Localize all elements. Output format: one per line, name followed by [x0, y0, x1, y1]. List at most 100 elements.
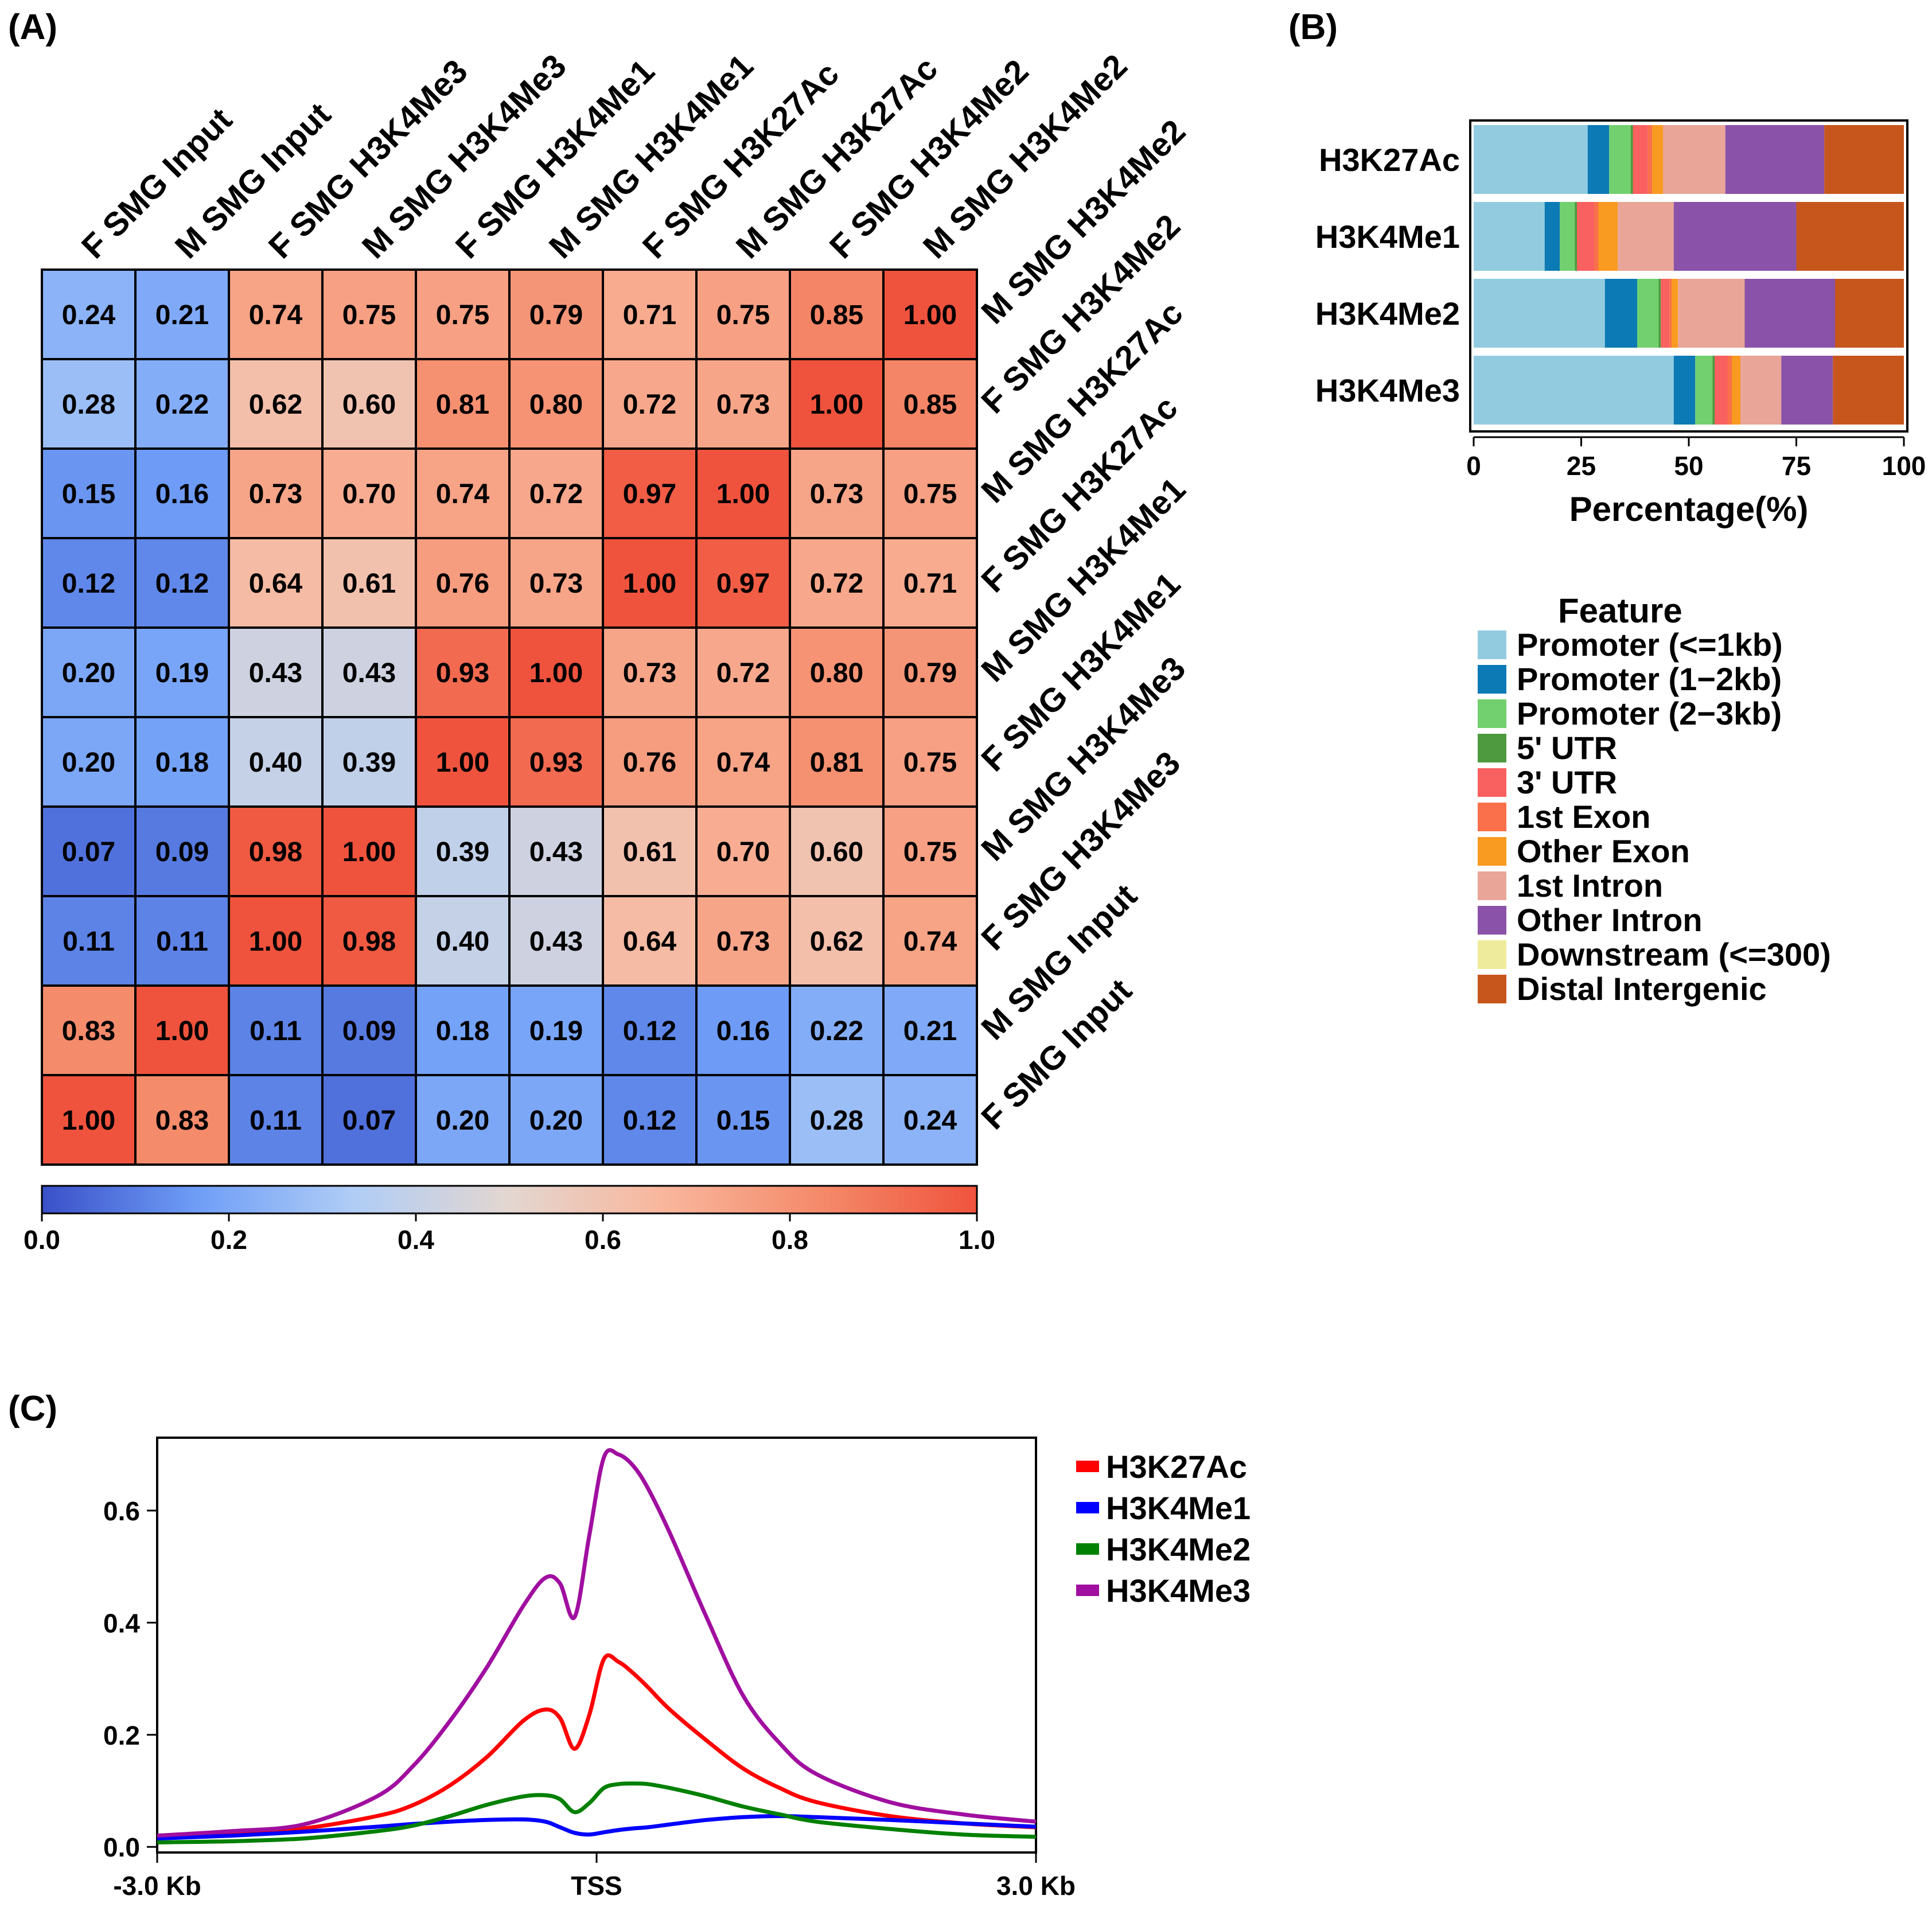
heatmap-cell-value: 0.09	[155, 837, 209, 867]
heatmap-cell	[602, 358, 698, 450]
heatmap-cell	[789, 805, 885, 897]
heatmap-cell	[415, 716, 511, 808]
heatmap-cell	[695, 984, 791, 1076]
colorbar-tick-label: 0.8	[772, 1225, 808, 1255]
heatmap-cell-value: 0.40	[249, 748, 302, 778]
heatmap-cell-value: 0.16	[155, 479, 209, 509]
heatmap-cell	[789, 626, 885, 718]
heatmap-cell	[508, 626, 604, 718]
legend-swatch	[1478, 871, 1506, 900]
bar-x-tick-label: 0	[1466, 451, 1481, 481]
bar-category-label: H3K4Me2	[1315, 295, 1460, 332]
legend-swatch	[1478, 906, 1506, 935]
heatmap-cell	[882, 268, 978, 360]
stacked-bar-segment	[1740, 356, 1782, 425]
stacked-bar-panel: H3K27Ac H3K4Me1 H3K4Me2 H3K4Me3 0 25 50 75 100 Pe…	[1315, 119, 1926, 528]
line-legend-label: H3K27Ac	[1106, 1449, 1247, 1485]
heatmap-cell-value: 0.75	[436, 300, 489, 330]
stacked-bar-segment	[1725, 125, 1825, 194]
heatmap-cell-value: 0.81	[810, 748, 863, 778]
heatmap-cell-value: 0.24	[903, 1106, 957, 1136]
heatmap-cell	[228, 716, 324, 808]
stacked-bar-segment	[1673, 356, 1696, 425]
heatmap-cell	[602, 805, 698, 897]
heatmap-cell-value: 0.75	[716, 300, 770, 330]
heatmap-cell-value: 0.72	[623, 390, 676, 420]
stacked-bar-segment	[1835, 279, 1904, 348]
heatmap-cell-value: 0.20	[62, 748, 115, 778]
heatmap-cell-value: 0.39	[436, 837, 489, 867]
heatmap-cell-value: 0.43	[249, 658, 302, 688]
heatmap-cell-value: 1.00	[810, 390, 863, 420]
legend-swatch	[1478, 803, 1506, 831]
heatmap-cell	[321, 895, 417, 987]
bar-category-label: H3K4Me1	[1315, 219, 1460, 255]
stacked-bar-segment	[1637, 279, 1659, 348]
heatmap-cell	[134, 268, 230, 360]
heatmap-cell-value: 1.00	[529, 658, 583, 688]
heatmap-cell-value: 0.61	[342, 569, 396, 599]
legend-entry-label: 1st Intron	[1517, 867, 1663, 904]
heatmap-cell-value: 0.43	[342, 658, 396, 688]
heatmap-cell-value: 0.73	[810, 479, 863, 509]
heatmap-cell-value: 0.19	[529, 1016, 583, 1046]
heatmap-cell	[321, 358, 417, 450]
legend-entry-label: Downstream (<=300)	[1517, 936, 1831, 972]
colorbar: 0.0 0.2 0.4 0.6 0.8 1.0	[24, 1185, 995, 1255]
colorbar-tick-label: 0.4	[398, 1225, 434, 1255]
heatmap-cell-value: 0.71	[623, 300, 676, 330]
line-legend-swatch	[1076, 1461, 1099, 1472]
heatmap-cell-value: 0.19	[155, 658, 209, 688]
line-x-tick-label: TSS	[571, 1871, 622, 1901]
legend-entry-label: 5' UTR	[1517, 730, 1617, 766]
bar-category-label: H3K4Me3	[1315, 372, 1460, 408]
heatmap-cell-value: 0.18	[155, 748, 209, 778]
panel-label-b: (B)	[1288, 7, 1338, 47]
line-y-tick-label: 0.2	[103, 1721, 140, 1750]
heatmap-cell	[695, 895, 791, 987]
heatmap-cell	[41, 268, 137, 360]
heatmap-cell-value: 0.83	[62, 1016, 115, 1046]
colorbar-tick-label: 0.2	[211, 1225, 247, 1255]
legend-entry-label: Other Intron	[1517, 902, 1703, 938]
line-legend-swatch	[1076, 1585, 1099, 1596]
heatmap-cell	[134, 626, 230, 718]
heatmap-cell	[134, 984, 230, 1076]
legend-swatch	[1478, 975, 1506, 1003]
heatmap-cell-value: 0.97	[623, 479, 676, 509]
heatmap-cell-value: 0.75	[903, 837, 957, 867]
bar-x-tick-label: 50	[1674, 451, 1703, 481]
heatmap-cell	[695, 1074, 791, 1166]
heatmap-cell	[882, 447, 978, 539]
heatmap-row-label: M SMG Input	[974, 877, 1144, 1048]
stacked-bar-segment	[1587, 125, 1610, 194]
heatmap-cell-value: 0.43	[529, 837, 583, 867]
stacked-bar-segment	[1560, 202, 1575, 271]
heatmap-cell-value: 0.98	[249, 837, 302, 867]
stacked-bar-segment	[1598, 202, 1618, 271]
heatmap-cell	[789, 358, 885, 450]
heatmap-cell	[602, 1074, 698, 1166]
heatmap-cell-value: 0.11	[250, 1106, 302, 1136]
heatmap-cell-value: 0.83	[155, 1106, 209, 1136]
heatmap-cell	[134, 895, 230, 987]
heatmap-cell	[508, 268, 604, 360]
heatmap-cell-value: 0.80	[810, 658, 863, 688]
heatmap-cell-value: 0.21	[155, 300, 209, 330]
line-y-tick-label: 0.6	[103, 1496, 140, 1526]
heatmap-cell	[41, 447, 137, 539]
heatmap-cell	[508, 358, 604, 450]
stacked-bar-segment	[1781, 356, 1833, 425]
line-chart-panel: 0.0 0.2 0.4 0.6 -3.0 Kb TSS 3.0 Kb H3K27Ac H3K4M…	[103, 1437, 1251, 1901]
heatmap-cell	[789, 716, 885, 808]
heatmap-cell-value: 0.60	[342, 390, 396, 420]
heatmap-cell-value: 0.28	[62, 390, 115, 420]
heatmap-cell	[415, 984, 511, 1076]
stacked-bar-segment	[1824, 125, 1904, 194]
heatmap-cell-value: 0.20	[529, 1106, 583, 1136]
heatmap-cell	[228, 447, 324, 539]
heatmap-cell-value: 0.11	[250, 1016, 302, 1046]
heatmap-cell-value: 0.28	[810, 1106, 863, 1136]
heatmap-cell	[415, 1074, 511, 1166]
heatmap-cell-value: 0.75	[342, 300, 396, 330]
